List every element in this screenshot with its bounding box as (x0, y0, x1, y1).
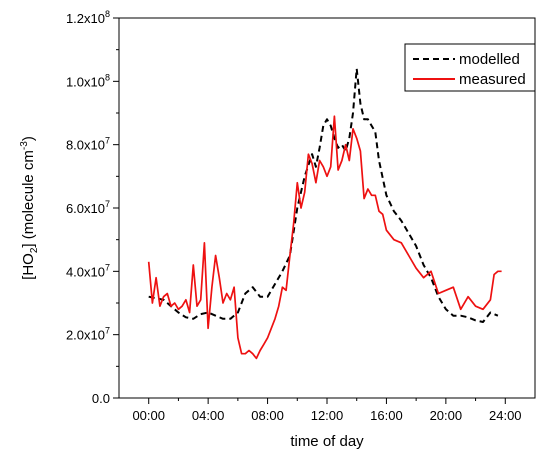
y-tick-base: 2.0x10 (66, 328, 105, 343)
legend-label-measured: measured (459, 71, 526, 88)
y-tick-exponent: 7 (105, 199, 110, 209)
y-axis-label-part: -3 (19, 141, 30, 150)
series-layer (147, 67, 502, 360)
y-axis-label-part: ] (molecule cm (20, 150, 37, 248)
y-tick-label: 8.0x107 (66, 136, 110, 153)
y-tick-base: 6.0x10 (66, 201, 105, 216)
y-tick-exponent: 7 (105, 136, 110, 146)
x-tick-label: 16:00 (370, 408, 403, 423)
y-tick-base: 0.0 (92, 391, 110, 406)
y-tick-base: 1.0x10 (66, 74, 105, 89)
y-tick-label: 1.2x108 (66, 9, 110, 26)
ticks-layer: 00:00 04:00 08:00 12:00 16:00 20:00 24:00 0.0 2.… (66, 9, 522, 423)
y-tick-base: 8.0x10 (66, 138, 105, 153)
y-axis-label-part: [HO (20, 253, 37, 280)
x-tick-label: 08:00 (251, 408, 284, 423)
y-tick-exponent: 7 (105, 262, 110, 272)
y-tick-label: 4.0x107 (66, 262, 110, 279)
y-tick-label: 0.0 (92, 391, 110, 406)
y-tick-label: 1.0x108 (66, 72, 110, 89)
y-tick-exponent: 8 (105, 9, 110, 19)
series-line-measured (147, 115, 502, 360)
y-tick-exponent: 8 (105, 72, 110, 82)
y-tick-label: 2.0x107 (66, 326, 110, 343)
y-tick-exponent: 7 (105, 326, 110, 336)
y-tick-label: 6.0x107 (66, 199, 110, 216)
x-tick-label: 00:00 (132, 408, 165, 423)
y-axis-label-part: 2 (29, 247, 40, 253)
x-tick-label: 20:00 (430, 408, 463, 423)
x-tick-label: 04:00 (192, 408, 225, 423)
y-tick-base: 4.0x10 (66, 264, 105, 279)
legend: modelled measured (404, 43, 536, 92)
y-axis-label: [HO2] (molecule cm-3) (19, 136, 40, 280)
y-axis-label-part: ) (20, 136, 37, 141)
y-tick-base: 1.2x10 (66, 11, 105, 26)
x-axis-label: time of day (290, 433, 364, 450)
legend-box (404, 43, 536, 92)
legend-label-modelled: modelled (459, 51, 520, 68)
x-tick-label: 12:00 (311, 408, 344, 423)
x-tick-label: 24:00 (489, 408, 522, 423)
